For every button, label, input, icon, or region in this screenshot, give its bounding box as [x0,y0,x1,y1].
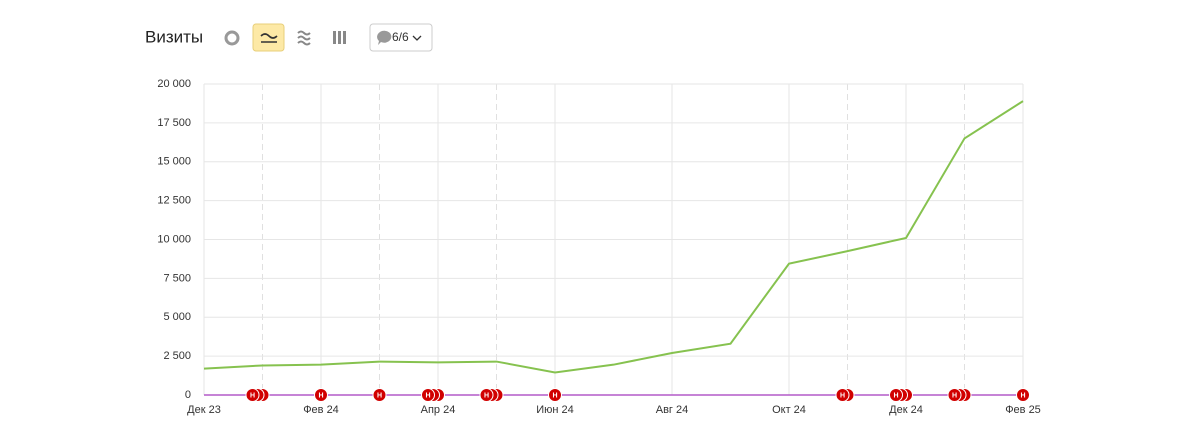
x-tick-label: Окт 24 [772,404,806,416]
annotation-label: Н [952,392,957,399]
annotation-label: Н [425,392,430,399]
annotation-dot [548,388,562,402]
annotation-label: Н [552,392,557,399]
annotation-marker[interactable]: Н [421,388,445,402]
data-line [203,100,1024,374]
comments-button[interactable]: 6/6 [369,23,433,52]
annotation-label: Н [250,392,255,399]
annotation-dot [479,388,494,402]
annotation-marker[interactable]: Н [1016,388,1030,402]
y-tick-label: 10 000 [157,233,191,245]
annotation-dot [947,388,962,402]
x-tick-label: Фев 25 [1005,404,1041,416]
annotation-dot [889,388,903,402]
annotation-dot [314,388,328,402]
x-tick-label: Дек 23 [187,404,221,416]
area-view-button[interactable] [297,30,311,46]
pie-view-button[interactable] [224,30,240,46]
annotation-label: Н [1020,392,1025,399]
y-tick-label: 2 500 [163,350,191,362]
annotation-label: Н [377,392,382,399]
annotation-dot [1016,388,1030,402]
x-tick-label: Авг 24 [656,404,688,416]
annotation-label: Н [893,392,898,399]
annotation-marker[interactable]: Н [548,388,562,402]
annotation-dot [421,388,435,402]
annotation-marker[interactable]: Н [889,388,913,402]
y-tick-label: 7 500 [163,272,191,284]
annotation-marker[interactable]: Н [372,388,387,402]
toolbar: 6/6 [224,23,433,52]
annotation-label: Н [318,392,323,399]
line-view-button[interactable] [252,23,285,52]
annotation-marker[interactable]: Н [947,388,972,402]
y-tick-label: 17 500 [157,117,191,129]
comments-count: 6/6 [392,30,409,44]
annotation-label: Н [840,392,845,399]
y-tick-label: 5 000 [163,311,191,323]
y-tick-label: 12 500 [157,195,191,207]
annotation-dot [835,388,850,402]
chart-title: Визиты [145,27,203,46]
annotation-marker[interactable]: Н [314,388,328,402]
y-tick-label: 0 [185,389,191,401]
annotation-marker[interactable]: Н [835,388,855,402]
column-view-button[interactable] [333,31,346,44]
annotation-label: Н [484,392,489,399]
x-tick-label: Фев 24 [303,404,339,416]
y-tick-label: 20 000 [157,78,191,90]
annotation-marker[interactable]: Н [245,388,270,402]
y-tick-label: 15 000 [157,156,191,168]
x-tick-label: Апр 24 [421,404,456,416]
annotation-dot [245,388,260,402]
x-tick-label: Июн 24 [536,404,574,416]
annotation-marker[interactable]: Н [479,388,504,402]
x-tick-label: Дек 24 [889,404,923,416]
annotation-dot [372,388,387,402]
